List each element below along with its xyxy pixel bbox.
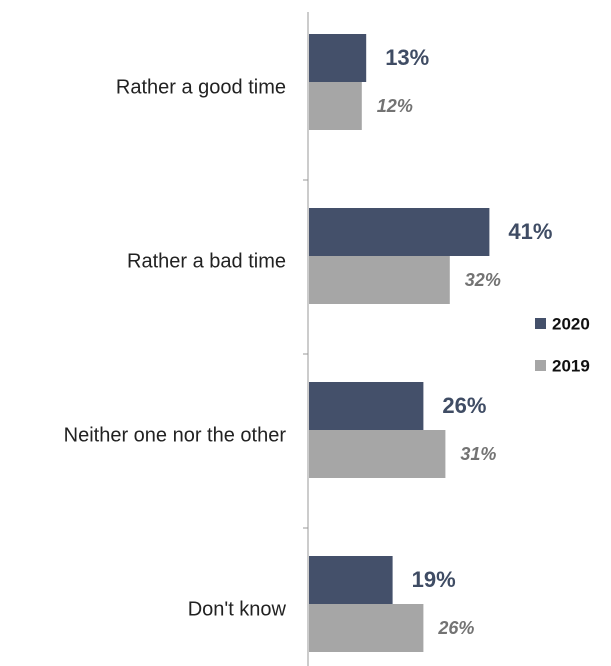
data-label-2019-1: 12% [377,96,413,116]
data-label-2020-4: 19% [412,567,456,592]
data-label-2019-4: 26% [437,618,474,638]
bar-2019-3 [309,430,446,478]
category-label: Rather a bad time [127,250,286,272]
bar-2020-3 [309,382,424,430]
bars-group [309,34,490,652]
bar-2019-4 [309,604,424,652]
legend-label-2019: 2019 [552,356,590,375]
bar-2020-1 [309,34,367,82]
data-label-2020-2: 41% [508,219,552,244]
bar-2019-1 [309,82,362,130]
category-label: Don't know [188,598,287,620]
data-label-2020-1: 13% [385,45,429,70]
labels-group: 13% 12% 41% 32% 26% 31% 19% 26% [377,45,553,638]
legend-swatch-2019 [535,360,546,371]
legend: 2020 2019 [535,314,590,375]
category-axis: Rather a good time Rather a bad time Neith… [64,12,309,666]
legend-swatch-2020 [535,318,546,329]
data-label-2020-3: 26% [442,393,486,418]
data-label-2019-2: 32% [465,270,501,290]
data-label-2019-3: 31% [460,444,496,464]
bar-2020-2 [309,208,490,256]
bar-2020-4 [309,556,393,604]
bar-2019-2 [309,256,450,304]
category-label: Neither one nor the other [64,424,287,446]
legend-label-2020: 2020 [552,314,590,333]
category-label: Rather a good time [116,76,286,98]
